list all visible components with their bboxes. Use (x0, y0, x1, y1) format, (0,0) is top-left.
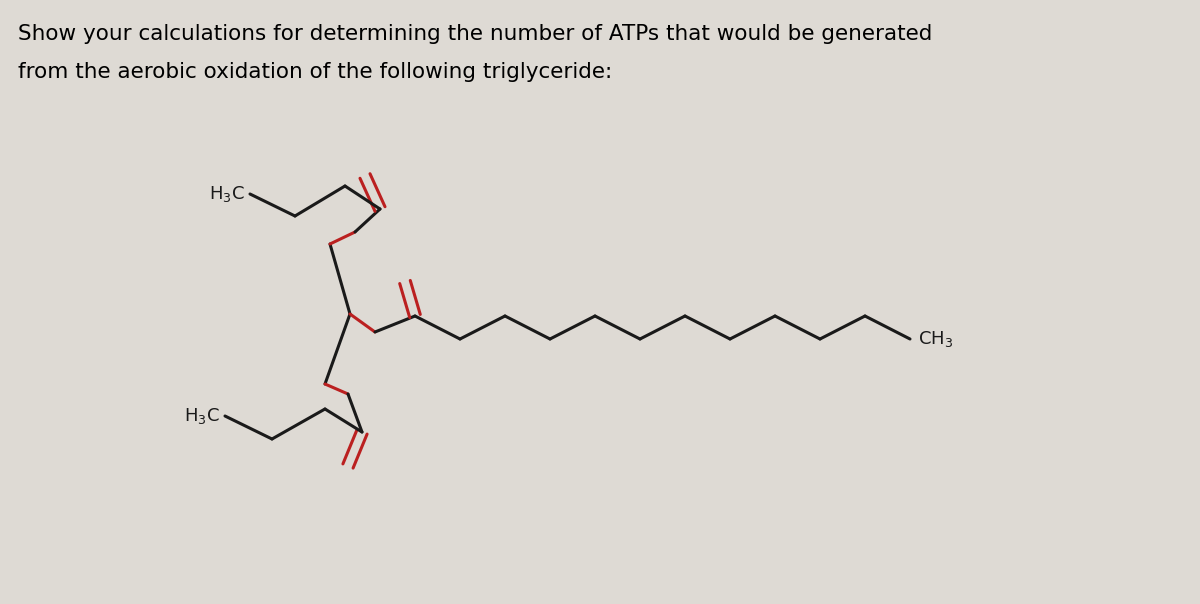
Text: CH$_3$: CH$_3$ (918, 329, 953, 349)
Text: H$_3$C: H$_3$C (209, 184, 245, 204)
Text: H$_3$C: H$_3$C (185, 406, 220, 426)
Text: from the aerobic oxidation of the following triglyceride:: from the aerobic oxidation of the follow… (18, 62, 612, 82)
Text: Show your calculations for determining the number of ATPs that would be generate: Show your calculations for determining t… (18, 24, 932, 44)
